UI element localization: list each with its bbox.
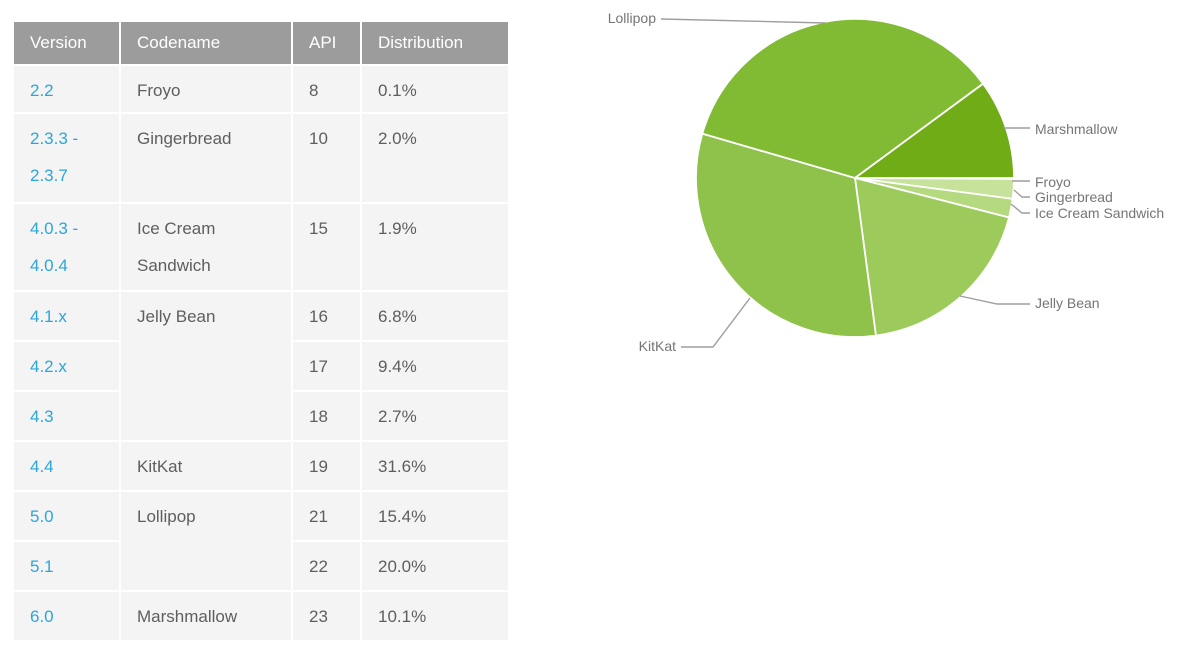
- api-cell: 22: [293, 542, 360, 590]
- pie-connector-gingerbread: [1013, 189, 1030, 198]
- codename-cell: Froyo: [121, 66, 291, 112]
- table-header-row: Version Codename API Distribution: [14, 22, 508, 64]
- android-version-table: Version Codename API Distribution 2.2 Fr…: [12, 20, 510, 642]
- version-link[interactable]: 5.0: [30, 507, 54, 526]
- header-version: Version: [14, 22, 119, 64]
- pie-connector-kitkat: [681, 297, 751, 348]
- version-cell: 5.0: [14, 492, 119, 540]
- version-cell: 6.0: [14, 592, 119, 640]
- distribution-cell: 9.4%: [362, 342, 508, 390]
- distribution-cell: 2.7%: [362, 392, 508, 440]
- version-link[interactable]: 2.2: [30, 81, 54, 100]
- pie-slice-kitkat: [695, 132, 877, 338]
- distribution-cell: 15.4%: [362, 492, 508, 540]
- table-row: 5.0 Lollipop 21 15.4%: [14, 492, 508, 590]
- version-cell: 4.3: [14, 392, 119, 440]
- distribution-cell: 20.0%: [362, 542, 508, 590]
- pie-label-froyo: Froyo: [1035, 174, 1071, 190]
- table-row: 2.2 Froyo 8 0.1%: [14, 66, 508, 112]
- pie-connector-jelly-bean: [959, 295, 1030, 305]
- header-distribution: Distribution: [362, 22, 508, 64]
- distribution-cell: 6.8%: [362, 292, 508, 340]
- version-cell: 4.4: [14, 442, 119, 490]
- version-cell: 2.3.3 - 2.3.7: [14, 114, 119, 202]
- api-cell: 18: [293, 392, 360, 440]
- codename-cell: Jelly Bean: [121, 292, 291, 440]
- pie-label-ice-cream-sandwich: Ice Cream Sandwich: [1035, 205, 1164, 221]
- table-row: 4.3 18 2.7%: [14, 392, 508, 440]
- version-link[interactable]: 4.2.x: [30, 357, 67, 376]
- version-cell: 5.1: [14, 542, 119, 590]
- version-cell: 4.0.3 - 4.0.4: [14, 204, 119, 290]
- api-cell: 17: [293, 342, 360, 390]
- api-cell: 8: [293, 66, 360, 112]
- api-cell: 10: [293, 114, 360, 202]
- version-link[interactable]: 4.3: [30, 407, 54, 426]
- distribution-cell: 1.9%: [362, 204, 508, 290]
- pie-slice-jelly-bean: [854, 177, 1010, 337]
- header-codename: Codename: [121, 22, 291, 64]
- codename-cell: Marshmallow: [121, 592, 291, 640]
- pie-label-lollipop: Lollipop: [608, 10, 656, 26]
- table-row: 4.1.x Jelly Bean 16 6.8%: [14, 292, 508, 440]
- version-cell: 4.2.x: [14, 342, 119, 390]
- distribution-cell: 31.6%: [362, 442, 508, 490]
- api-cell: 19: [293, 442, 360, 490]
- api-cell: 15: [293, 204, 360, 290]
- pie-connector-lollipop: [660, 18, 827, 24]
- codename-cell: Gingerbread: [121, 114, 291, 202]
- codename-cell: Ice Cream Sandwich: [121, 204, 291, 290]
- pie-label-jelly-bean: Jelly Bean: [1035, 295, 1100, 311]
- api-cell: 16: [293, 292, 360, 340]
- api-cell: 23: [293, 592, 360, 640]
- version-link[interactable]: 6.0: [30, 607, 54, 626]
- distribution-cell: 0.1%: [362, 66, 508, 112]
- codename-cell: Lollipop: [121, 492, 291, 590]
- pie-chart-panel: Froyo Gingerbread Ice Cream Sandwich Jelly …: [560, 0, 1200, 663]
- table-row: 6.0 Marshmallow 23 10.1%: [14, 592, 508, 640]
- version-cell: 4.1.x: [14, 292, 119, 340]
- table-row: 2.3.3 - 2.3.7 Gingerbread 10 2.0%: [14, 114, 508, 202]
- api-cell: 21: [293, 492, 360, 540]
- distribution-cell: 2.0%: [362, 114, 508, 202]
- pie-label-gingerbread: Gingerbread: [1035, 189, 1113, 205]
- version-cell: 2.2: [14, 66, 119, 112]
- pie-slice-lollipop: [701, 18, 984, 179]
- header-api: API: [293, 22, 360, 64]
- pie-label-marshmallow: Marshmallow: [1035, 121, 1118, 137]
- table-row: 4.0.3 - 4.0.4 Ice Cream Sandwich 15 1.9%: [14, 204, 508, 290]
- codename-cell: KitKat: [121, 442, 291, 490]
- distribution-cell: 10.1%: [362, 592, 508, 640]
- table-row: 5.1 22 20.0%: [14, 542, 508, 590]
- version-link[interactable]: 4.0.3 - 4.0.4: [30, 219, 79, 275]
- version-link[interactable]: 5.1: [30, 557, 54, 576]
- version-link[interactable]: 2.3.3 - 2.3.7: [30, 129, 79, 185]
- version-link[interactable]: 4.4: [30, 457, 54, 476]
- pie-connector-ice-cream-sandwich: [1010, 203, 1030, 214]
- version-link[interactable]: 4.1.x: [30, 307, 67, 326]
- table-row: 4.2.x 17 9.4%: [14, 342, 508, 390]
- table-row: 4.4 KitKat 19 31.6%: [14, 442, 508, 490]
- pie-label-kitkat: KitKat: [639, 338, 676, 354]
